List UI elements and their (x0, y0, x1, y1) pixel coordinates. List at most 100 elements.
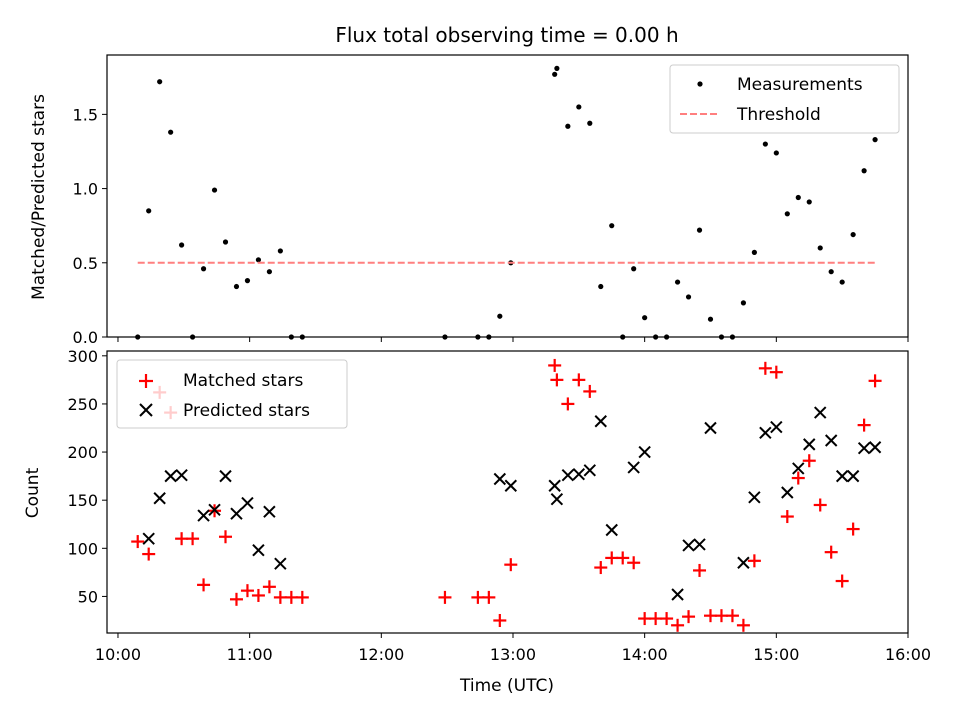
measurements-point (674, 279, 681, 285)
matched-stars-point (758, 361, 772, 375)
measurements-point (179, 242, 185, 248)
matched-stars-point (493, 613, 507, 627)
top-y-tick-label: 1.5 (73, 105, 98, 124)
predicted-stars-point (274, 557, 287, 570)
predicted-stars-point (835, 469, 849, 483)
matched-stars-point (229, 592, 243, 606)
matched-stars-point (835, 574, 849, 588)
bottom-y-tick-label: 150 (67, 491, 98, 510)
measurements-point (773, 150, 779, 156)
predicted-stars-point (583, 464, 597, 477)
bottom-x-tick-label: 14:00 (622, 645, 668, 664)
measurements-point (554, 65, 560, 71)
matched-stars-point (769, 365, 783, 379)
predicted-stars-point (164, 469, 177, 483)
matched-stars-point (240, 584, 254, 598)
predicted-stars-point (561, 468, 575, 482)
predicted-stars-point (605, 523, 618, 537)
matched-stars-point (482, 590, 496, 604)
predicted-stars-point (846, 469, 860, 483)
bottom-x-tick-label: 13:00 (490, 645, 536, 664)
predicted-stars-point (814, 406, 827, 419)
matched-stars-point (714, 609, 728, 623)
matched-stars-point (627, 556, 641, 570)
predicted-stars-point (682, 539, 695, 552)
matched-stars-point (693, 563, 707, 577)
matched-stars-point (813, 498, 827, 512)
measurements-point (211, 187, 218, 193)
predicted-stars-point (548, 479, 561, 492)
measurements-point (576, 104, 582, 110)
measurements-point (751, 249, 757, 255)
measurements-point (861, 168, 867, 174)
predicted-stars-point (153, 492, 166, 505)
top-y-tick-label: 0.5 (73, 254, 98, 273)
measurements-point (609, 223, 615, 229)
predicted-stars-point (241, 496, 254, 510)
top-legend-box (669, 64, 900, 134)
matched-stars-point (616, 551, 630, 565)
predicted-stars-point (803, 438, 816, 451)
matched-stars-point (747, 554, 761, 568)
measurements-point (277, 248, 283, 254)
matched-stars-point (504, 558, 518, 572)
bottom-y-tick-label: 200 (67, 443, 98, 462)
measurements-point (817, 245, 823, 251)
matched-stars-point (131, 535, 145, 549)
matched-stars-point (219, 530, 233, 544)
matched-stars-point (583, 384, 597, 398)
matched-stars-point (197, 578, 211, 592)
matched-stars-point (605, 551, 619, 565)
measurements-point (642, 315, 648, 321)
predicted-stars-point (550, 493, 564, 506)
matched-stars-point (736, 618, 750, 632)
matched-stars-point (660, 612, 674, 626)
matched-stars-point (284, 590, 298, 604)
matched-stars-point (638, 612, 652, 626)
predicted-stars-point (857, 442, 871, 455)
measurements-point (598, 283, 604, 290)
predicted-stars-point (824, 434, 838, 447)
measurements-point (828, 269, 834, 275)
matched-stars-point (824, 545, 838, 559)
matched-stars-point (175, 532, 189, 546)
bottom-y-tick-label: 100 (67, 539, 98, 558)
matched-stars-point (273, 590, 287, 604)
legend-matched-marker (139, 374, 153, 388)
predicted-stars-point (230, 507, 243, 520)
predicted-stars-point (748, 491, 761, 504)
predicted-stars-point (693, 538, 706, 551)
predicted-stars-point (781, 486, 794, 499)
matched-stars-point (550, 373, 564, 387)
matched-stars-point (142, 547, 156, 561)
measurements-point (784, 211, 790, 217)
measurements-point (222, 239, 229, 245)
predicted-stars-point (737, 556, 750, 569)
predicted-stars-point (792, 462, 805, 475)
measurements-point (685, 294, 692, 300)
top-legend: Measurements Threshold (669, 64, 900, 134)
matched-stars-point (649, 612, 663, 626)
top-y-tick-label: 0.0 (73, 328, 98, 347)
legend-matched-label: Matched stars (183, 371, 303, 391)
predicted-stars-point (263, 505, 276, 518)
predicted-stars-point (572, 467, 586, 481)
legend-predicted-label: Predicted stars (183, 401, 310, 421)
matched-stars-point (594, 561, 608, 575)
bottom-plot-frame (106, 350, 909, 634)
predicted-stars-point (493, 472, 507, 486)
bottom-y-axis-label: Count (23, 467, 43, 518)
matched-stars-point (548, 358, 562, 372)
matched-stars-point (802, 454, 816, 468)
top-plot-frame (106, 54, 909, 338)
matched-stars-point (846, 522, 860, 536)
predicted-stars-point (197, 509, 210, 522)
predicted-stars-point (594, 415, 607, 428)
predicted-stars-point (759, 426, 772, 440)
bottom-x-axis-label: Time (UTC) (459, 676, 554, 696)
bottom-y-tick-label: 250 (67, 395, 98, 414)
bottom-x-tick-label: 12:00 (358, 645, 404, 664)
measurements-point (762, 141, 768, 147)
bottom-legend-box (116, 359, 348, 429)
measurements-point (587, 120, 593, 126)
